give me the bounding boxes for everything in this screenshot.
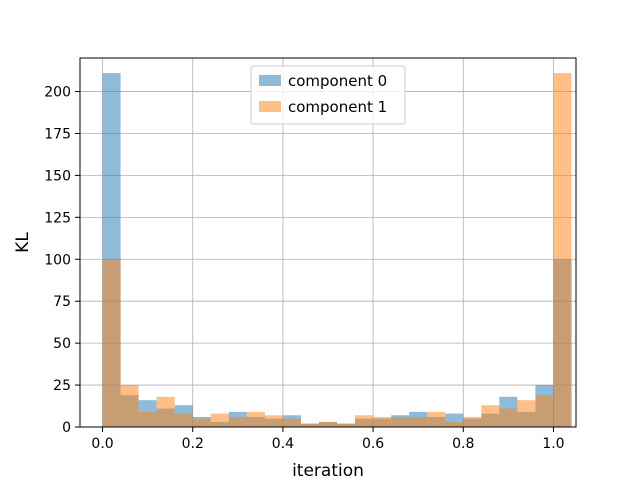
histogram-bar — [517, 400, 536, 427]
histogram-bar — [391, 416, 410, 427]
histogram-bar — [120, 385, 139, 427]
bars-layer — [102, 73, 572, 427]
histogram-bar — [246, 411, 265, 427]
histogram-bar — [481, 405, 500, 427]
legend-label: component 1 — [288, 98, 387, 116]
legend-box — [250, 65, 406, 125]
y-tick-label: 0 — [62, 420, 71, 436]
y-tick-label: 100 — [44, 252, 71, 268]
histogram-bar — [192, 418, 211, 427]
histogram-bar — [282, 418, 301, 427]
histogram-bar — [174, 413, 193, 427]
x-tick-label: 1.0 — [542, 436, 564, 452]
x-tick-label: 0.0 — [91, 436, 113, 452]
axis-ticks: 0.0 0.2 0.4 0.6 0.8 1.0 0 25 50 75 100 125 150 175 200 — [44, 85, 564, 452]
y-tick-label: 50 — [53, 336, 71, 352]
histogram-bar — [156, 396, 175, 427]
y-tick-label: 175 — [44, 126, 71, 142]
legend-swatch — [259, 75, 281, 86]
histogram-bar — [102, 259, 121, 427]
y-tick-label: 25 — [53, 378, 71, 394]
histogram-bar — [373, 416, 392, 427]
histogram-bar — [355, 415, 374, 427]
x-tick-label: 0.8 — [452, 436, 474, 452]
histogram-bar — [463, 416, 482, 427]
y-tick-label: 150 — [44, 168, 71, 184]
histogram-bar — [499, 408, 518, 427]
y-tick-label: 125 — [44, 210, 71, 226]
y-tick-label: 75 — [53, 294, 71, 310]
histogram-bar — [210, 413, 229, 427]
histogram-bar — [337, 423, 356, 427]
histogram-bar — [228, 416, 247, 427]
histogram-bar — [535, 395, 554, 427]
histogram-bar — [553, 73, 572, 427]
histogram-bar — [427, 411, 446, 427]
plot-frame — [79, 57, 577, 428]
legend-label: component 0 — [288, 72, 387, 90]
legend-swatch — [259, 101, 281, 112]
histogram-bar — [318, 421, 338, 427]
histogram-bar — [445, 421, 464, 427]
y-tick-label: 200 — [44, 85, 71, 101]
histogram-bar — [409, 416, 428, 427]
y-axis-label: KL — [13, 232, 33, 253]
histogram-bar — [264, 415, 283, 427]
histogram-bar — [138, 411, 157, 427]
histogram-bar — [300, 423, 319, 427]
x-axis-label: iteration — [292, 461, 364, 480]
x-tick-label: 0.6 — [362, 436, 384, 452]
x-tick-label: 0.4 — [272, 436, 294, 452]
legend: component 0 component 1 — [250, 65, 406, 125]
x-tick-label: 0.2 — [182, 436, 204, 452]
